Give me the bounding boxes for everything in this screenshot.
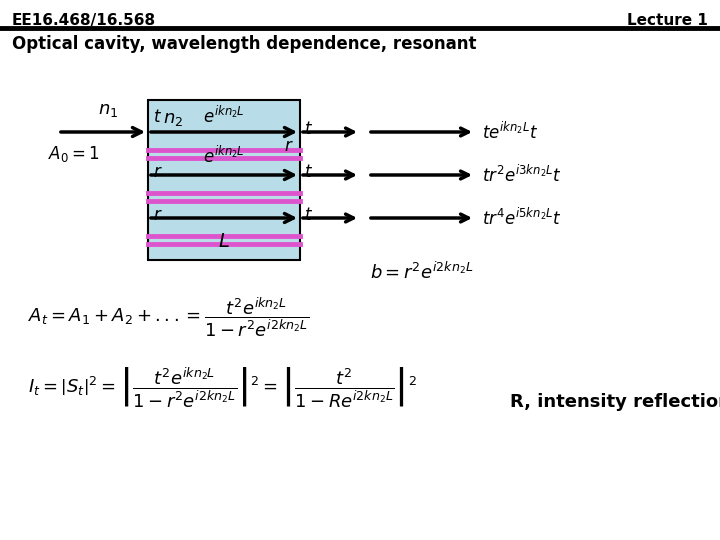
Text: $tr^2e^{i3kn_2L}t$: $tr^2e^{i3kn_2L}t$ bbox=[482, 164, 562, 186]
Text: $A_0=1$: $A_0=1$ bbox=[48, 144, 99, 164]
Text: $tr^4e^{i5kn_2L}t$: $tr^4e^{i5kn_2L}t$ bbox=[482, 207, 562, 228]
Text: $e^{ikn_2L}$: $e^{ikn_2L}$ bbox=[203, 106, 245, 127]
Text: Optical cavity, wavelength dependence, resonant: Optical cavity, wavelength dependence, r… bbox=[12, 35, 477, 53]
Text: $b = r^2e^{i2kn_2L}$: $b = r^2e^{i2kn_2L}$ bbox=[370, 261, 473, 282]
Text: $L$: $L$ bbox=[218, 233, 230, 251]
Text: $A_t = A_1 + A_2 + ... = \dfrac{t^2e^{ikn_2L}}{1-r^2e^{i2kn_2L}}$: $A_t = A_1 + A_2 + ... = \dfrac{t^2e^{ik… bbox=[28, 295, 309, 339]
Text: $t$: $t$ bbox=[304, 206, 313, 224]
Text: $r$: $r$ bbox=[153, 206, 163, 224]
Text: $t$: $t$ bbox=[153, 108, 162, 126]
Text: $e^{ikn_2L}$: $e^{ikn_2L}$ bbox=[203, 146, 245, 167]
Text: EE16.468/16.568: EE16.468/16.568 bbox=[12, 13, 156, 28]
Text: $n_1$: $n_1$ bbox=[98, 101, 118, 119]
Text: $I_t = \left|S_t\right|^2 = \left|\dfrac{t^2e^{ikn_2L}}{1-r^2e^{i2kn_2L}}\right|: $I_t = \left|S_t\right|^2 = \left|\dfrac… bbox=[28, 365, 417, 409]
Text: $r$: $r$ bbox=[153, 163, 163, 181]
Text: $r$: $r$ bbox=[284, 137, 294, 155]
Text: R, intensity reflection: R, intensity reflection bbox=[510, 393, 720, 411]
Text: $t$: $t$ bbox=[304, 120, 313, 138]
Bar bbox=[148, 100, 300, 260]
Text: $t$: $t$ bbox=[304, 163, 313, 181]
Text: $te^{ikn_2L}t$: $te^{ikn_2L}t$ bbox=[482, 122, 539, 143]
Text: $n_2$: $n_2$ bbox=[163, 110, 183, 128]
Text: Lecture 1: Lecture 1 bbox=[627, 13, 708, 28]
